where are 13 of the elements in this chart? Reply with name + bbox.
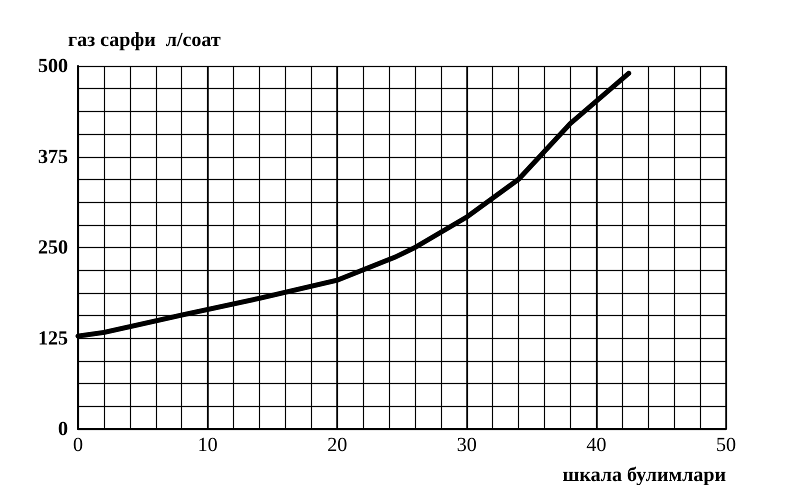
x-tick-label: 10 bbox=[198, 434, 218, 456]
x-tick-label: 50 bbox=[716, 434, 736, 456]
y-tick-label: 250 bbox=[38, 236, 68, 258]
y-axis-title: газ сарфи л/соат bbox=[68, 29, 221, 51]
x-tick-label: 30 bbox=[456, 434, 477, 456]
y-tick-label: 125 bbox=[38, 327, 68, 350]
x-tick-label: 20 bbox=[327, 434, 348, 456]
y-tick-label: 500 bbox=[38, 55, 68, 77]
y-tick-label: 0 bbox=[58, 418, 68, 440]
x-axis-title: шкала булимлари bbox=[562, 464, 726, 486]
y-tick-label: 375 bbox=[38, 146, 68, 168]
x-tick-label: 40 bbox=[586, 434, 606, 456]
x-tick-label: 0 bbox=[73, 434, 83, 456]
